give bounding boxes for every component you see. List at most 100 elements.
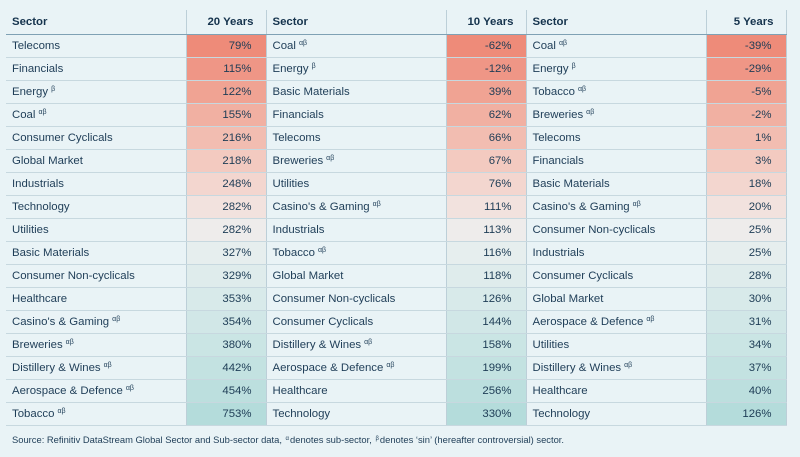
sector-cell-20y: Aerospace & Defence αβ bbox=[6, 379, 187, 403]
return-cell-10y: -62% bbox=[446, 34, 527, 58]
sector-marker: αβ bbox=[624, 362, 633, 369]
return-cell-20y: 216% bbox=[186, 126, 267, 150]
table-row: Coal αβ 155% Financials 62% Breweries αβ -2% bbox=[6, 103, 787, 127]
sector-name: Distillery & Wines bbox=[532, 362, 622, 374]
sector-cell-20y: Coal αβ bbox=[6, 103, 187, 127]
return-cell-5y: 34% bbox=[706, 333, 787, 357]
col-header-10-years: 10 Years bbox=[446, 10, 527, 35]
sector-name: Distillery & Wines bbox=[12, 362, 101, 374]
sector-name: Coal bbox=[532, 40, 556, 52]
table-row: Consumer Cyclicals 216% Telecoms 66% Telecom… bbox=[6, 126, 787, 150]
sector-cell-5y: Consumer Cyclicals bbox=[526, 264, 707, 288]
table-row: Industrials 248% Utilities 76% Basic Materia… bbox=[6, 172, 787, 196]
sector-cell-10y: Casino's & Gaming αβ bbox=[266, 195, 447, 219]
return-cell-20y: 454% bbox=[186, 379, 267, 403]
table-body: Telecoms 79% Coal αβ -62% Coal αβ -39% Financial… bbox=[6, 34, 787, 426]
sector-cell-10y: Utilities bbox=[266, 172, 447, 196]
return-cell-10y: 330% bbox=[446, 402, 527, 426]
return-cell-10y: 67% bbox=[446, 149, 527, 173]
sector-name: Coal bbox=[272, 40, 296, 52]
sector-name: Tobacco bbox=[12, 408, 55, 420]
sector-name: Aerospace & Defence bbox=[532, 316, 644, 328]
return-cell-20y: 122% bbox=[186, 80, 267, 104]
sector-name: Consumer Non-cyclicals bbox=[272, 293, 396, 305]
sector-marker: αβ bbox=[65, 339, 74, 346]
return-cell-20y: 442% bbox=[186, 356, 267, 380]
sector-name: Breweries bbox=[532, 109, 584, 121]
sector-name: Casino's & Gaming bbox=[12, 316, 110, 328]
return-cell-20y: 155% bbox=[186, 103, 267, 127]
sector-cell-5y: Aerospace & Defence αβ bbox=[526, 310, 707, 334]
sector-marker: αβ bbox=[386, 362, 395, 369]
return-cell-20y: 218% bbox=[186, 149, 267, 173]
return-cell-10y: 66% bbox=[446, 126, 527, 150]
sector-cell-10y: Industrials bbox=[266, 218, 447, 242]
sector-cell-5y: Technology bbox=[526, 402, 707, 426]
sector-cell-10y: Global Market bbox=[266, 264, 447, 288]
sector-cell-10y: Tobacco αβ bbox=[266, 241, 447, 265]
sector-name: Coal bbox=[12, 109, 36, 121]
return-cell-10y: 39% bbox=[446, 80, 527, 104]
sector-name: Utilities bbox=[532, 339, 570, 351]
sector-cell-20y: Global Market bbox=[6, 149, 187, 173]
sector-name: Industrials bbox=[272, 224, 325, 236]
return-cell-10y: 111% bbox=[446, 195, 527, 219]
sector-name: Financials bbox=[532, 155, 584, 167]
return-cell-5y: 28% bbox=[706, 264, 787, 288]
sector-cell-5y: Tobacco αβ bbox=[526, 80, 707, 104]
return-cell-5y: 20% bbox=[706, 195, 787, 219]
sector-cell-5y: Financials bbox=[526, 149, 707, 173]
return-cell-20y: 282% bbox=[186, 195, 267, 219]
header-row: Sector 20 Years Sector 10 Years Sector 5… bbox=[6, 10, 787, 35]
sector-name: Basic Materials bbox=[532, 178, 610, 190]
sector-cell-10y: Healthcare bbox=[266, 379, 447, 403]
sector-cell-10y: Distillery & Wines αβ bbox=[266, 333, 447, 357]
sector-cell-5y: Coal αβ bbox=[526, 34, 707, 58]
sector-marker: αβ bbox=[326, 155, 335, 162]
sector-cell-5y: Healthcare bbox=[526, 379, 707, 403]
sector-cell-5y: Casino's & Gaming αβ bbox=[526, 195, 707, 219]
sector-marker: αβ bbox=[577, 86, 587, 93]
sector-name: Healthcare bbox=[12, 293, 68, 305]
sector-cell-5y: Industrials bbox=[526, 241, 707, 265]
return-cell-10y: 256% bbox=[446, 379, 527, 403]
sector-performance-table: Sector 20 Years Sector 10 Years Sector 5… bbox=[6, 10, 787, 426]
sector-name: Aerospace & Defence bbox=[272, 362, 384, 374]
sector-name: Consumer Non-cyclicals bbox=[12, 270, 135, 282]
return-cell-5y: -2% bbox=[706, 103, 787, 127]
sector-cell-10y: Technology bbox=[266, 402, 447, 426]
sector-marker: β bbox=[51, 86, 56, 93]
sector-name: Healthcare bbox=[532, 385, 588, 397]
sector-cell-5y: Consumer Non-cyclicals bbox=[526, 218, 707, 242]
sector-name: Aerospace & Defence bbox=[12, 385, 123, 397]
return-cell-20y: 115% bbox=[186, 57, 267, 81]
sector-marker: αβ bbox=[558, 40, 568, 47]
return-cell-5y: 126% bbox=[706, 402, 787, 426]
sector-name: Basic Materials bbox=[272, 86, 350, 98]
return-cell-10y: 126% bbox=[446, 287, 527, 311]
return-cell-5y: 37% bbox=[706, 356, 787, 380]
sector-name: Telecoms bbox=[12, 40, 61, 52]
return-cell-10y: 116% bbox=[446, 241, 527, 265]
return-cell-10y: 118% bbox=[446, 264, 527, 288]
sector-name: Consumer Cyclicals bbox=[532, 270, 634, 282]
sector-name: Breweries bbox=[12, 339, 63, 351]
sector-cell-10y: Breweries αβ bbox=[266, 149, 447, 173]
return-cell-20y: 353% bbox=[186, 287, 267, 311]
sector-marker: αβ bbox=[364, 339, 373, 346]
return-cell-10y: 144% bbox=[446, 310, 527, 334]
col-header-sector-20y: Sector bbox=[6, 10, 187, 35]
table-row: Basic Materials 327% Tobacco αβ 116% Industri… bbox=[6, 241, 787, 265]
source-suffix: denotes ‘sin’ (hereafter controversial) … bbox=[379, 434, 565, 445]
sector-marker: αβ bbox=[317, 247, 327, 254]
table-row: Casino's & Gaming αβ 354% Consumer Cyclical… bbox=[6, 310, 787, 334]
sector-cell-20y: Tobacco αβ bbox=[6, 402, 187, 426]
sector-cell-10y: Telecoms bbox=[266, 126, 447, 150]
return-cell-20y: 329% bbox=[186, 264, 267, 288]
sector-marker: αβ bbox=[38, 109, 47, 116]
sector-marker: αβ bbox=[57, 408, 66, 415]
sector-name: Energy bbox=[532, 63, 569, 75]
table-row: Technology 282% Casino's & Gaming αβ 111% Cas… bbox=[6, 195, 787, 219]
return-cell-20y: 79% bbox=[186, 34, 267, 58]
